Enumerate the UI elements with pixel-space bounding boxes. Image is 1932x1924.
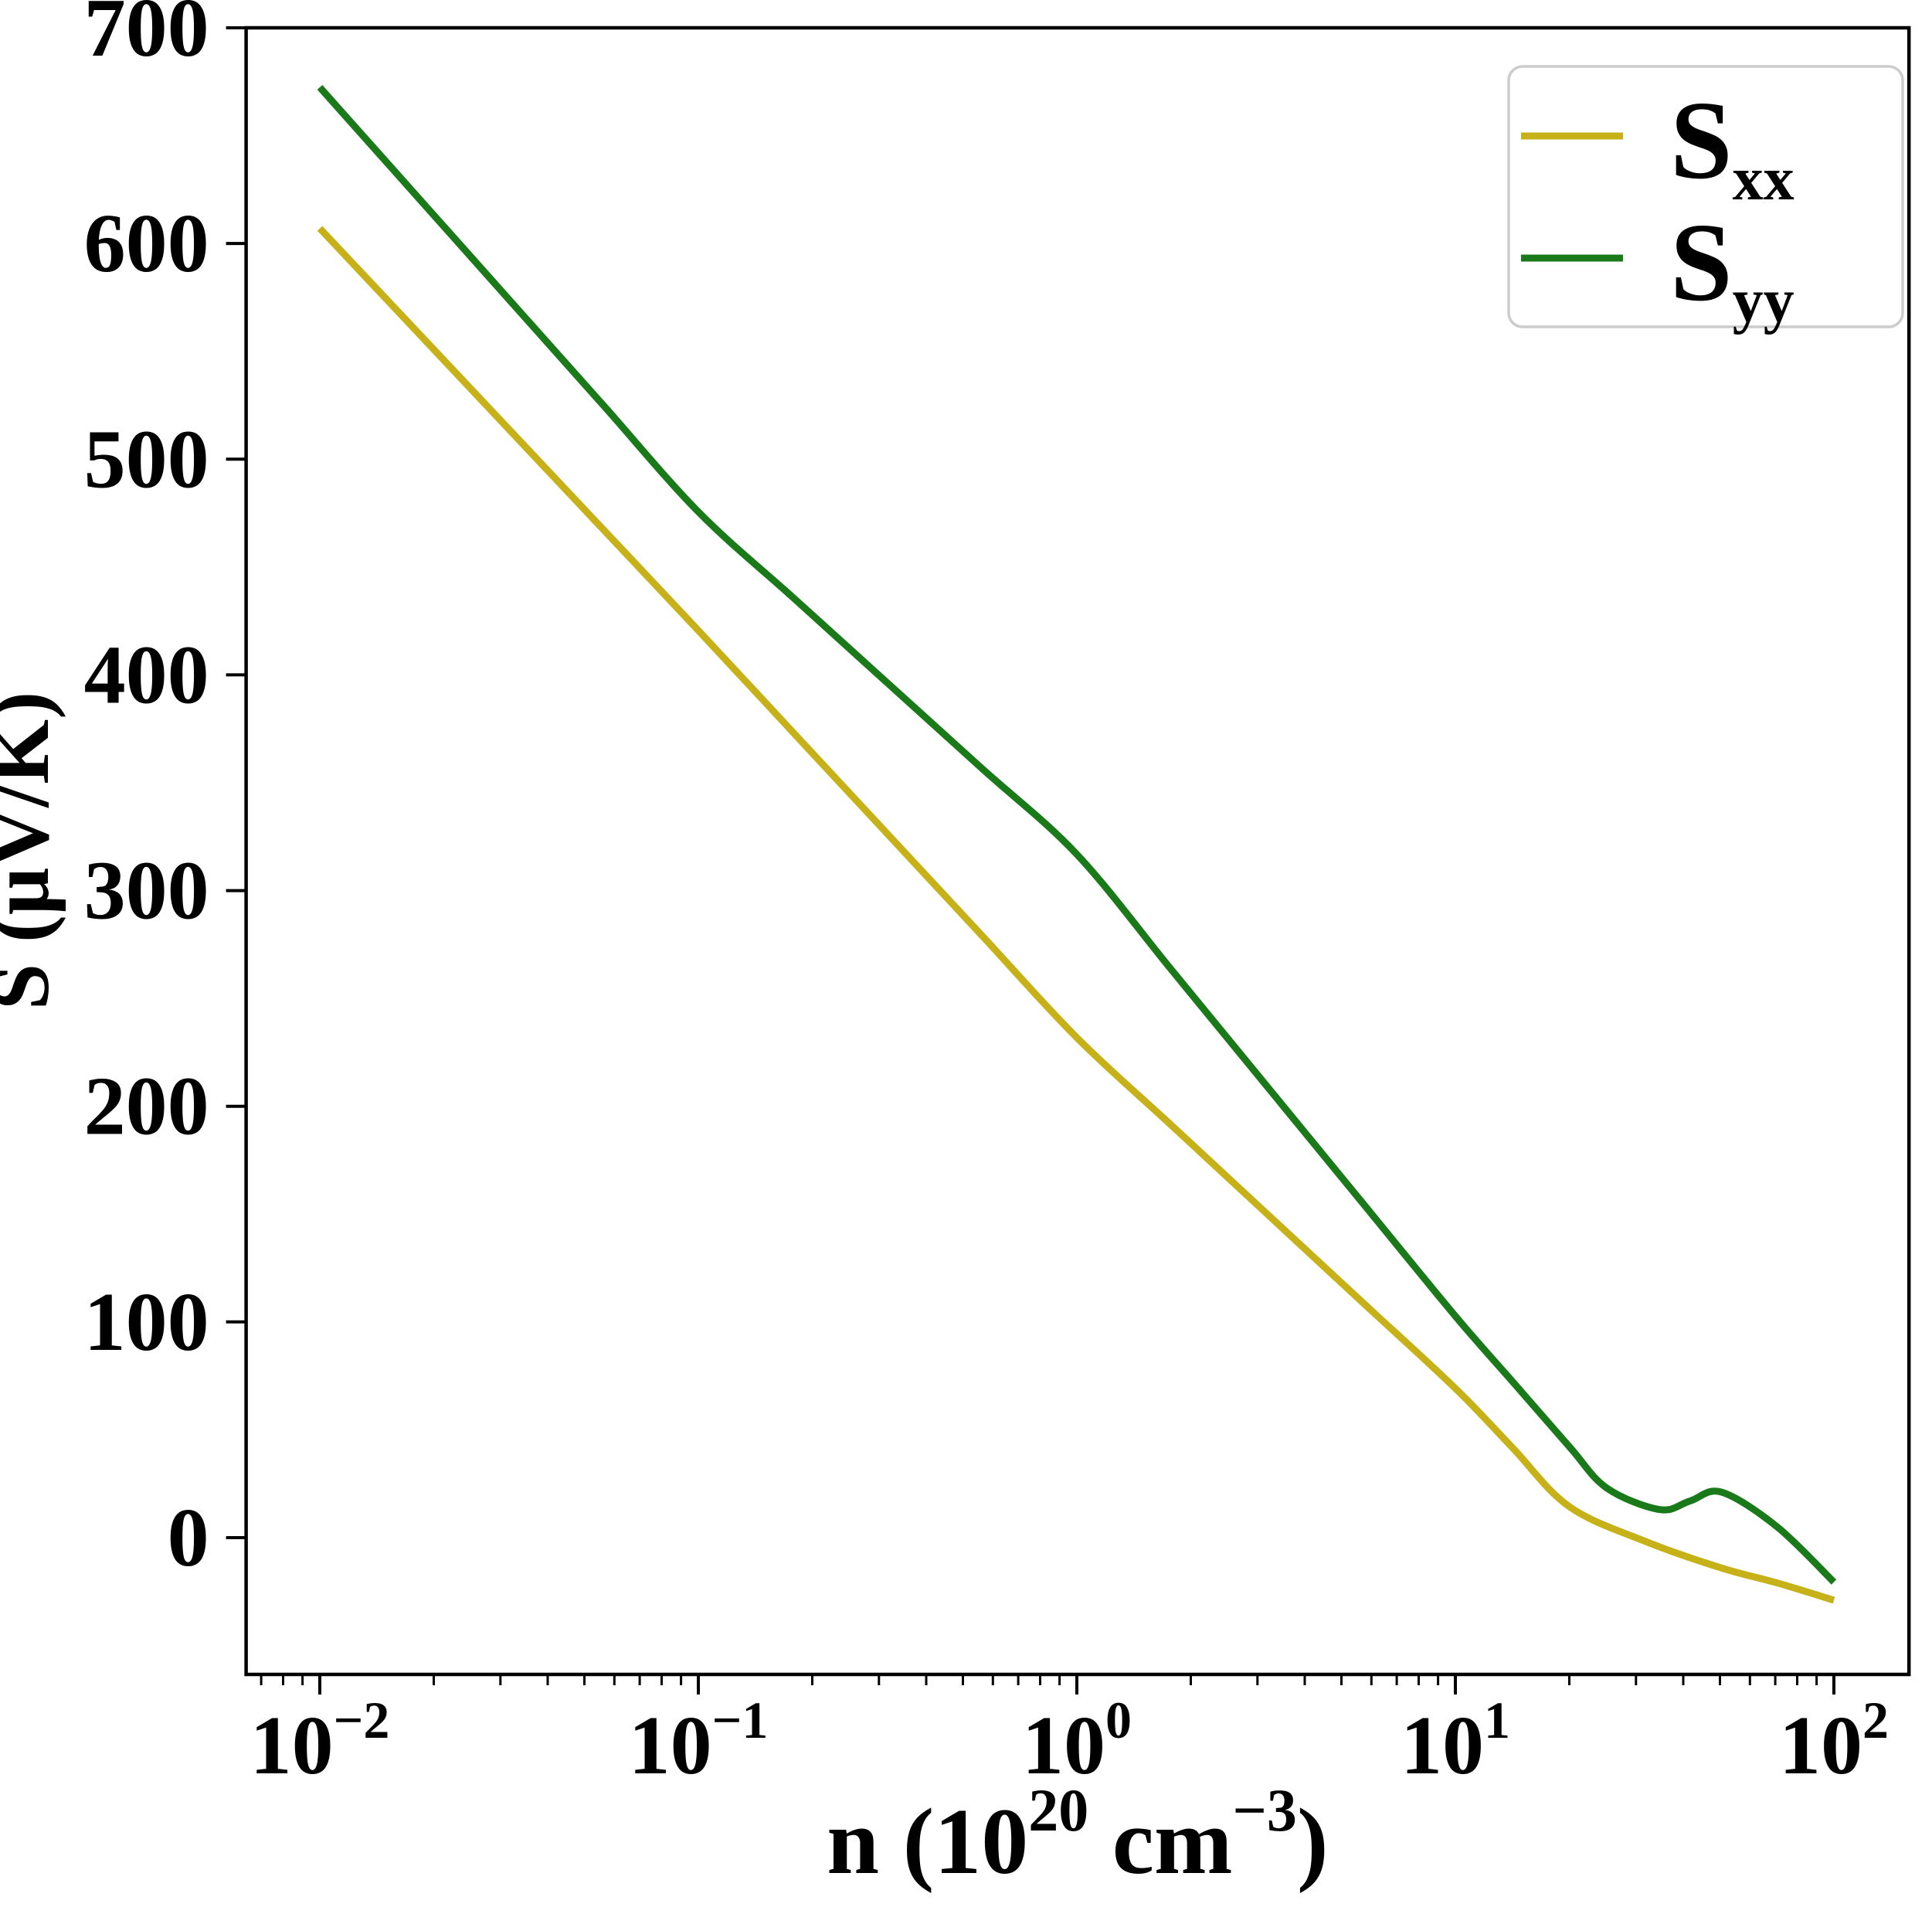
- svg-text:100: 100: [84, 1276, 209, 1368]
- svg-text:101: 101: [1401, 1691, 1510, 1792]
- svg-text:300: 300: [84, 845, 209, 937]
- svg-text:0: 0: [168, 1492, 209, 1584]
- svg-text:600: 600: [84, 198, 209, 290]
- svg-text:n (1020 cm−3): n (1020 cm−3): [827, 1776, 1328, 1894]
- svg-text:500: 500: [84, 413, 209, 505]
- svg-text:700: 700: [84, 0, 209, 74]
- svg-text:102: 102: [1779, 1691, 1889, 1792]
- svg-text:10−2: 10−2: [250, 1691, 390, 1792]
- svg-text:10−1: 10−1: [629, 1691, 769, 1792]
- svg-text:200: 200: [84, 1061, 209, 1153]
- svg-text:400: 400: [84, 629, 209, 721]
- svg-text:S (μV/K): S (μV/K): [0, 692, 66, 1010]
